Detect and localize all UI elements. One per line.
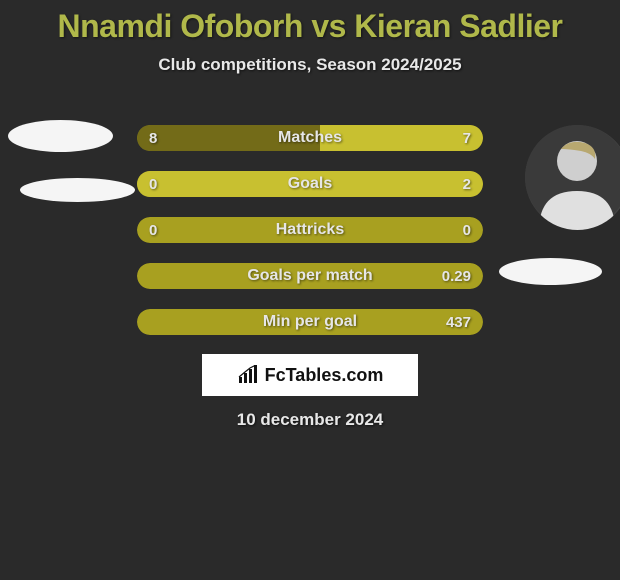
bar-label: Matches [137,125,483,151]
stat-bar-row: 0.29Goals per match [137,263,483,289]
stat-bar-row: 00Hattricks [137,217,483,243]
comparison-subtitle: Club competitions, Season 2024/2025 [0,55,620,75]
bar-label: Goals [137,171,483,197]
bar-label: Goals per match [137,263,483,289]
brand-text: FcTables.com [265,365,384,386]
brand-box: FcTables.com [202,354,418,396]
brand-bars-icon [237,365,261,385]
player-left-avatar-1 [8,120,113,152]
stat-bar-row: 437Min per goal [137,309,483,335]
stat-bar-row: 87Matches [137,125,483,151]
comparison-title: Nnamdi Ofoborh vs Kieran Sadlier [0,0,620,45]
player-left-avatar-2 [20,178,135,202]
player-right-badge [499,258,602,285]
comparison-bars: 87Matches 02Goals 00Hattricks 0.29Goals per… [137,125,483,355]
bar-label: Min per goal [137,309,483,335]
bar-label: Hattricks [137,217,483,243]
player-photo-placeholder [525,125,620,230]
stat-bar-row: 02Goals [137,171,483,197]
player-right-avatar [525,125,620,230]
date-line: 10 december 2024 [0,410,620,430]
